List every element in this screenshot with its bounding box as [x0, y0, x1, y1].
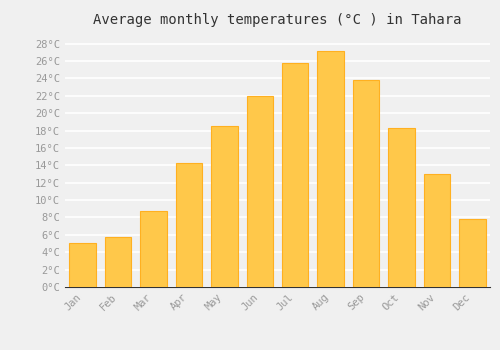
Bar	[282, 63, 308, 287]
Bar	[424, 174, 450, 287]
Bar	[211, 126, 238, 287]
Bar	[246, 96, 273, 287]
Bar	[353, 80, 380, 287]
Bar	[459, 219, 485, 287]
Bar	[388, 128, 414, 287]
Bar	[105, 237, 132, 287]
Bar	[176, 163, 202, 287]
Bar	[318, 51, 344, 287]
Title: Average monthly temperatures (°C ) in Tahara: Average monthly temperatures (°C ) in Ta…	[93, 13, 462, 27]
Bar	[140, 211, 167, 287]
Bar	[70, 243, 96, 287]
